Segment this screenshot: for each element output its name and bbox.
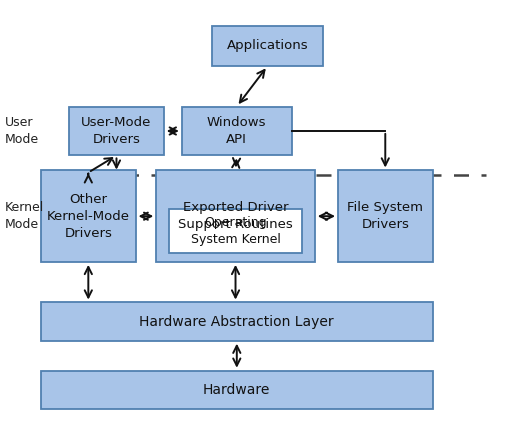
FancyBboxPatch shape — [41, 371, 433, 409]
Text: Other
Kernel-Mode
Drivers: Other Kernel-Mode Drivers — [47, 193, 130, 240]
FancyBboxPatch shape — [169, 209, 302, 253]
Text: User-Mode
Drivers: User-Mode Drivers — [81, 116, 152, 146]
FancyBboxPatch shape — [338, 170, 433, 262]
FancyBboxPatch shape — [212, 26, 323, 66]
Text: Kernel
Mode: Kernel Mode — [5, 201, 45, 231]
Text: Windows
API: Windows API — [207, 116, 267, 146]
Text: Hardware: Hardware — [203, 383, 270, 397]
FancyBboxPatch shape — [41, 170, 136, 262]
Text: Operating
System Kernel: Operating System Kernel — [190, 216, 281, 246]
FancyBboxPatch shape — [182, 106, 292, 155]
FancyBboxPatch shape — [69, 106, 164, 155]
FancyBboxPatch shape — [156, 170, 315, 262]
FancyBboxPatch shape — [41, 302, 433, 341]
Text: Exported Driver
Support Routines: Exported Driver Support Routines — [178, 201, 293, 231]
Text: User
Mode: User Mode — [5, 116, 39, 146]
Text: Hardware Abstraction Layer: Hardware Abstraction Layer — [139, 315, 334, 328]
Text: Applications: Applications — [227, 39, 308, 52]
Text: File System
Drivers: File System Drivers — [347, 201, 423, 231]
